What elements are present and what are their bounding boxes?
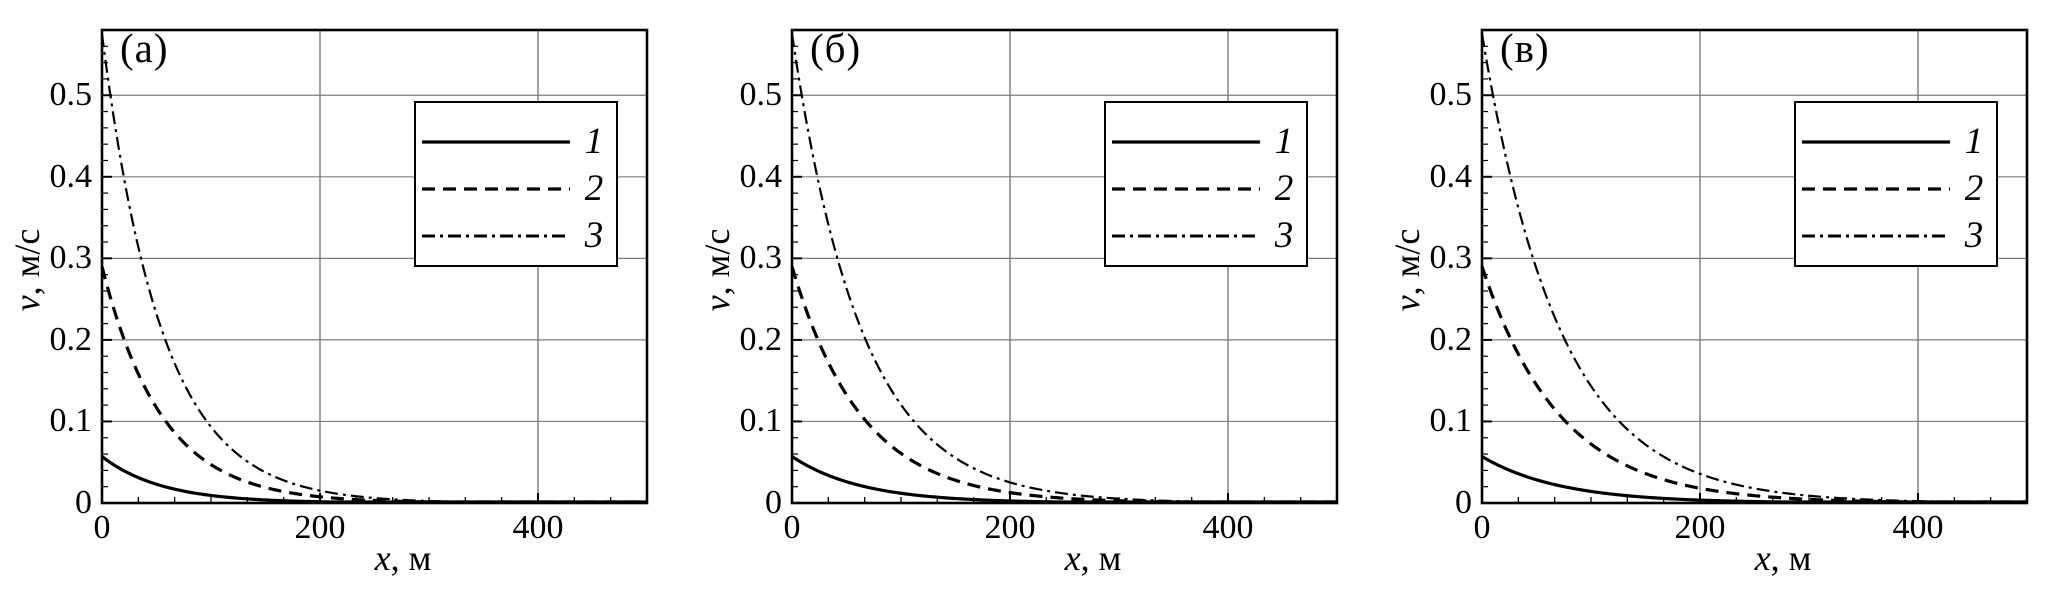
x-tick-label: 0 [93,509,111,546]
legend-entry: 2 [1106,166,1306,213]
y-tick-label: 0.3 [739,239,783,277]
dashed-line-sample [1802,187,1950,191]
y-tick-label: 0.2 [739,320,783,358]
dashdot-line-sample [422,234,570,238]
y-tick-label: 0 [765,484,782,521]
x-axis-title: x, м [258,537,548,579]
y-axis-symbol: v [1387,295,1427,312]
y-tick-label: 0.2 [1429,320,1473,358]
legend-label: 1 [584,121,604,163]
x-tick-label: 200 [1674,509,1726,546]
plot-canvas [790,28,1339,505]
panel-v: v, м/с x, м (в) 1 2 3 0 0.1 0.2 0.3 0.4 0.5 0 2… [1380,0,2067,591]
plot-canvas [100,28,649,505]
dashed-line-sample [1112,187,1260,191]
legend: 1 2 3 [1794,101,1998,267]
solid-line-sample [422,140,570,144]
legend-label: 2 [584,168,604,209]
y-tick-label: 0.4 [739,157,783,195]
x-tick-label: 400 [512,509,564,546]
x-tick-label: 200 [984,509,1036,546]
legend: 1 2 3 [1104,101,1308,267]
y-tick-label: 0.1 [1429,402,1473,440]
y-axis-symbol: v [7,295,47,312]
legend-entry: 3 [1106,212,1306,259]
curve-1 [791,455,1337,504]
legend-entry: 3 [1796,212,1996,259]
x-tick-label: 400 [1892,509,1944,546]
legend-label: 3 [1964,214,1984,256]
legend-label: 1 [1274,121,1294,163]
y-tick-label: 0.5 [49,76,93,114]
legend: 1 2 3 [414,101,618,267]
legend-entry: 1 [1796,119,1996,166]
curve-2 [790,266,1337,504]
y-axis-symbol: v [697,295,737,312]
panel-label: (а) [120,25,169,71]
y-tick-label: 0.5 [1429,76,1473,114]
x-axis-unit: , м [1770,538,1812,578]
legend-label: 3 [1274,214,1294,256]
panel-a: v, м/с x, м (а) 1 2 3 0 0.1 0.2 0.3 0.4 0.5 0 2… [0,0,690,591]
legend-entry: 2 [416,166,616,213]
curve-2 [1480,265,2027,504]
x-tick-label: 0 [783,509,801,546]
x-tick-label: 0 [1473,509,1491,546]
legend-entry: 2 [1796,166,1996,213]
legend-label: 2 [1964,168,1984,209]
curve-3 [790,33,1337,504]
x-axis-unit: , м [390,538,432,578]
y-tick-label: 0.4 [1429,157,1473,195]
x-axis-symbol: x [374,538,391,578]
y-tick-label: 0.5 [739,76,783,114]
panel-label: (в) [1500,25,1550,71]
x-axis-symbol: x [1064,538,1081,578]
solid-line-sample [1802,140,1950,144]
panel-label: (б) [810,25,862,71]
x-tick-label: 200 [294,509,346,546]
y-tick-label: 0.3 [49,239,93,277]
plot-canvas [1480,28,2029,505]
legend-label: 3 [584,214,604,256]
x-tick-label: 400 [1202,509,1254,546]
legend-label: 1 [1964,121,1984,163]
curve-1 [101,455,647,504]
y-tick-label: 0 [1455,484,1472,521]
y-tick-label: 0.2 [49,320,93,358]
solid-line-sample [1112,140,1260,144]
y-tick-label: 0.4 [49,157,93,195]
legend-label: 2 [1274,168,1294,209]
curve-2 [100,266,647,504]
panel-b: v, м/с x, м (б) 1 2 3 0 0.1 0.2 0.3 0.4 0.5 0 2… [690,0,1380,591]
dashdot-line-sample [1112,234,1260,238]
y-tick-label: 0.3 [1429,239,1473,277]
x-axis-unit: , м [1080,538,1122,578]
legend-entry: 1 [416,119,616,166]
x-axis-symbol: x [1754,538,1771,578]
y-tick-label: 0.1 [739,402,783,440]
x-axis-title: x, м [1638,537,1928,579]
legend-entry: 3 [416,212,616,259]
dashdot-line-sample [1802,234,1950,238]
dashed-line-sample [422,187,570,191]
y-tick-label: 0.1 [49,402,93,440]
x-axis-title: x, м [948,537,1238,579]
y-tick-label: 0 [75,484,92,521]
legend-entry: 1 [1106,119,1306,166]
